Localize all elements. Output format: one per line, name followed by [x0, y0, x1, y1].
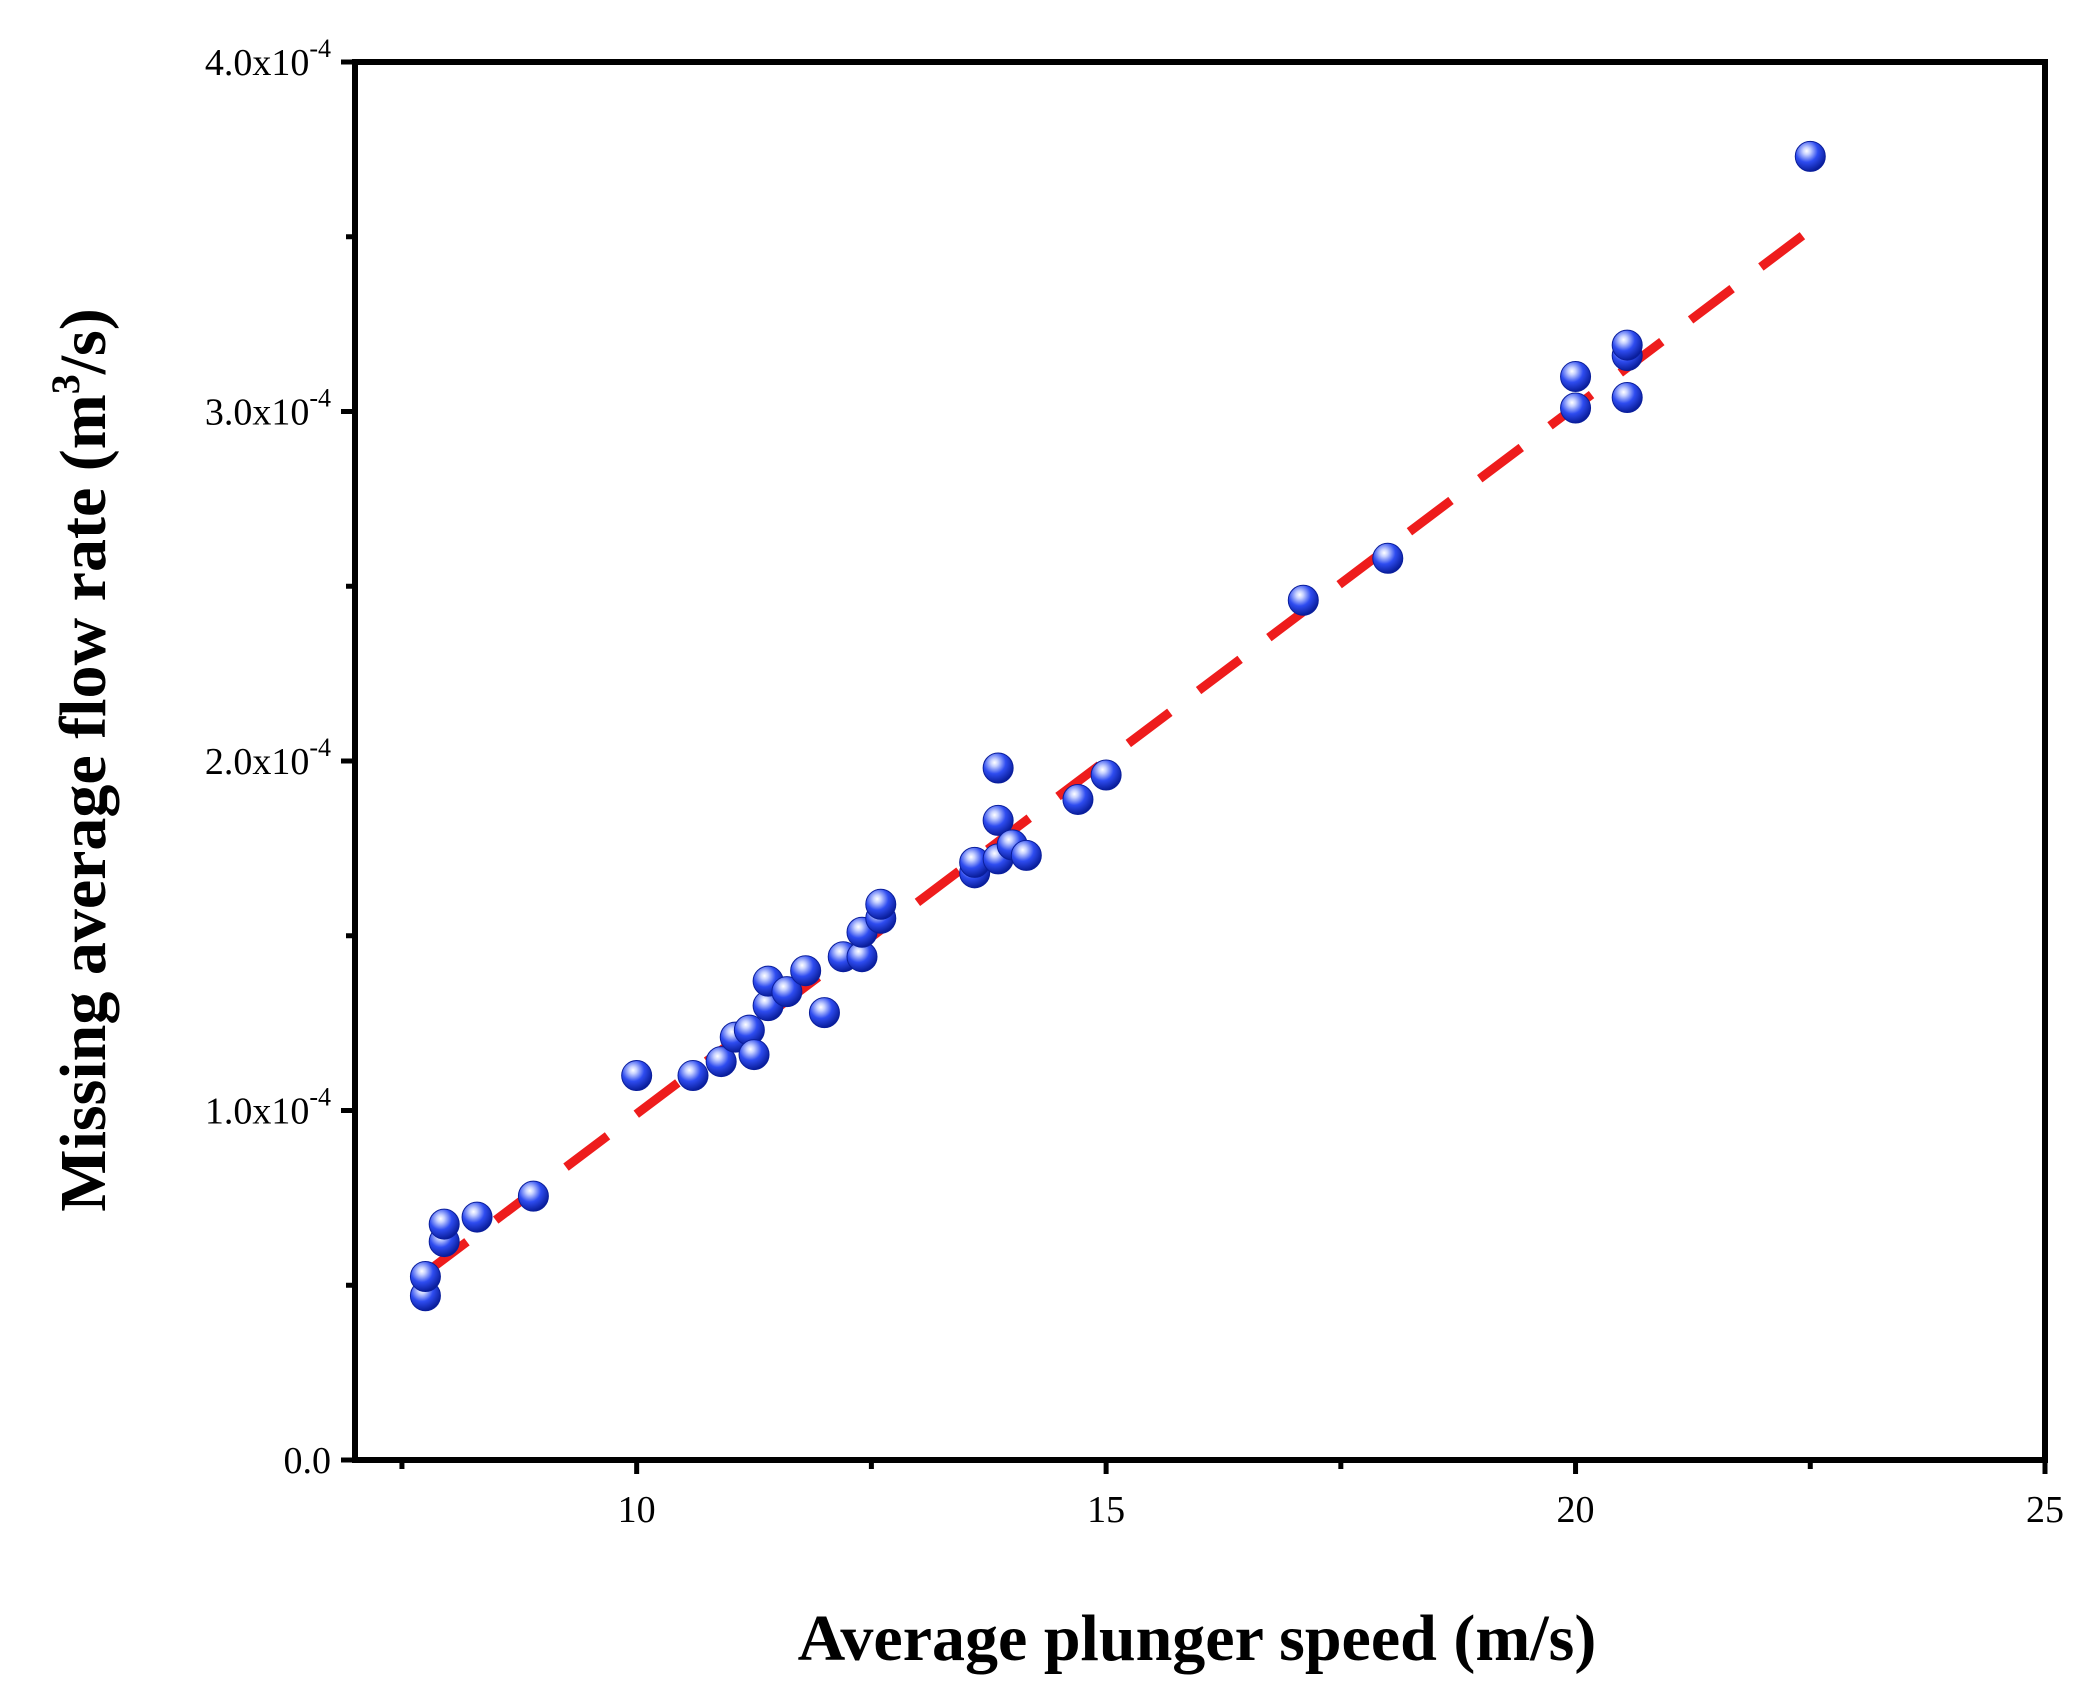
data-point	[1794, 140, 1826, 172]
y-tick-label-exponent: -4	[309, 34, 331, 63]
plot-frame	[352, 59, 2048, 1463]
fit-line-layer	[422, 226, 1813, 1277]
data-point	[1090, 759, 1122, 791]
y-tick-label-base: 1.0x10	[205, 1091, 310, 1133]
data-point	[677, 1060, 709, 1092]
data-point	[771, 976, 803, 1008]
y-tick-label-base: 0.0	[284, 1440, 332, 1482]
x-axis-title: Average plunger speed (m/s)	[798, 1602, 1597, 1675]
data-point	[982, 752, 1014, 784]
data-point	[428, 1208, 460, 1240]
data-point	[517, 1180, 549, 1212]
data-point	[1560, 392, 1592, 424]
y-tick-label-exponent: -4	[309, 1083, 331, 1112]
y-tick-label-base: 2.0x10	[205, 741, 310, 783]
y-axis-title-main: Missing average flow rate (m	[47, 394, 120, 1211]
y-tick-labels: 0.01.0x10-42.0x10-43.0x10-44.0x10-4	[205, 34, 331, 1482]
y-tick-label-base: 3.0x10	[205, 392, 310, 434]
x-tick-label: 25	[2026, 1489, 2064, 1531]
data-point	[1611, 329, 1643, 361]
data-point	[738, 1039, 770, 1071]
y-tick-label-base: 4.0x10	[205, 42, 310, 84]
data-point	[705, 1046, 737, 1078]
y-tick-label: 1.0x10-4	[205, 1083, 331, 1133]
data-point	[982, 804, 1014, 836]
data-point	[808, 997, 840, 1029]
data-points	[409, 140, 1826, 1312]
data-point	[1062, 783, 1094, 815]
y-tick-label-exponent: -4	[309, 733, 331, 762]
y-tick-label-exponent: -4	[309, 384, 331, 413]
y-tick-label: 2.0x10-4	[205, 733, 331, 783]
x-tick-label: 10	[618, 1489, 656, 1531]
x-tick-label: 20	[1557, 1489, 1595, 1531]
y-axis-title-end: /s)	[47, 308, 120, 375]
y-axis-title: Missing average flow rate (m3/s)	[43, 308, 120, 1211]
x-tick-label: 15	[1087, 1489, 1125, 1531]
data-point	[1611, 382, 1643, 414]
axis-ticks	[341, 59, 2048, 1474]
y-axis-title-superscript: 3	[43, 374, 88, 394]
data-point	[1372, 542, 1404, 574]
data-point	[1287, 584, 1319, 616]
y-tick-label: 3.0x10-4	[205, 384, 331, 434]
fit-line	[422, 226, 1813, 1277]
x-tick-labels: 10 15 20 25	[618, 1489, 2064, 1531]
data-point	[621, 1060, 653, 1092]
data-point	[409, 1261, 441, 1293]
data-point	[790, 955, 822, 987]
y-tick-label: 4.0x10-4	[205, 34, 331, 84]
data-point	[461, 1201, 493, 1233]
data-point	[865, 888, 897, 920]
data-point	[1010, 839, 1042, 871]
y-tick-label: 0.0	[284, 1440, 332, 1482]
data-point	[1560, 361, 1592, 393]
